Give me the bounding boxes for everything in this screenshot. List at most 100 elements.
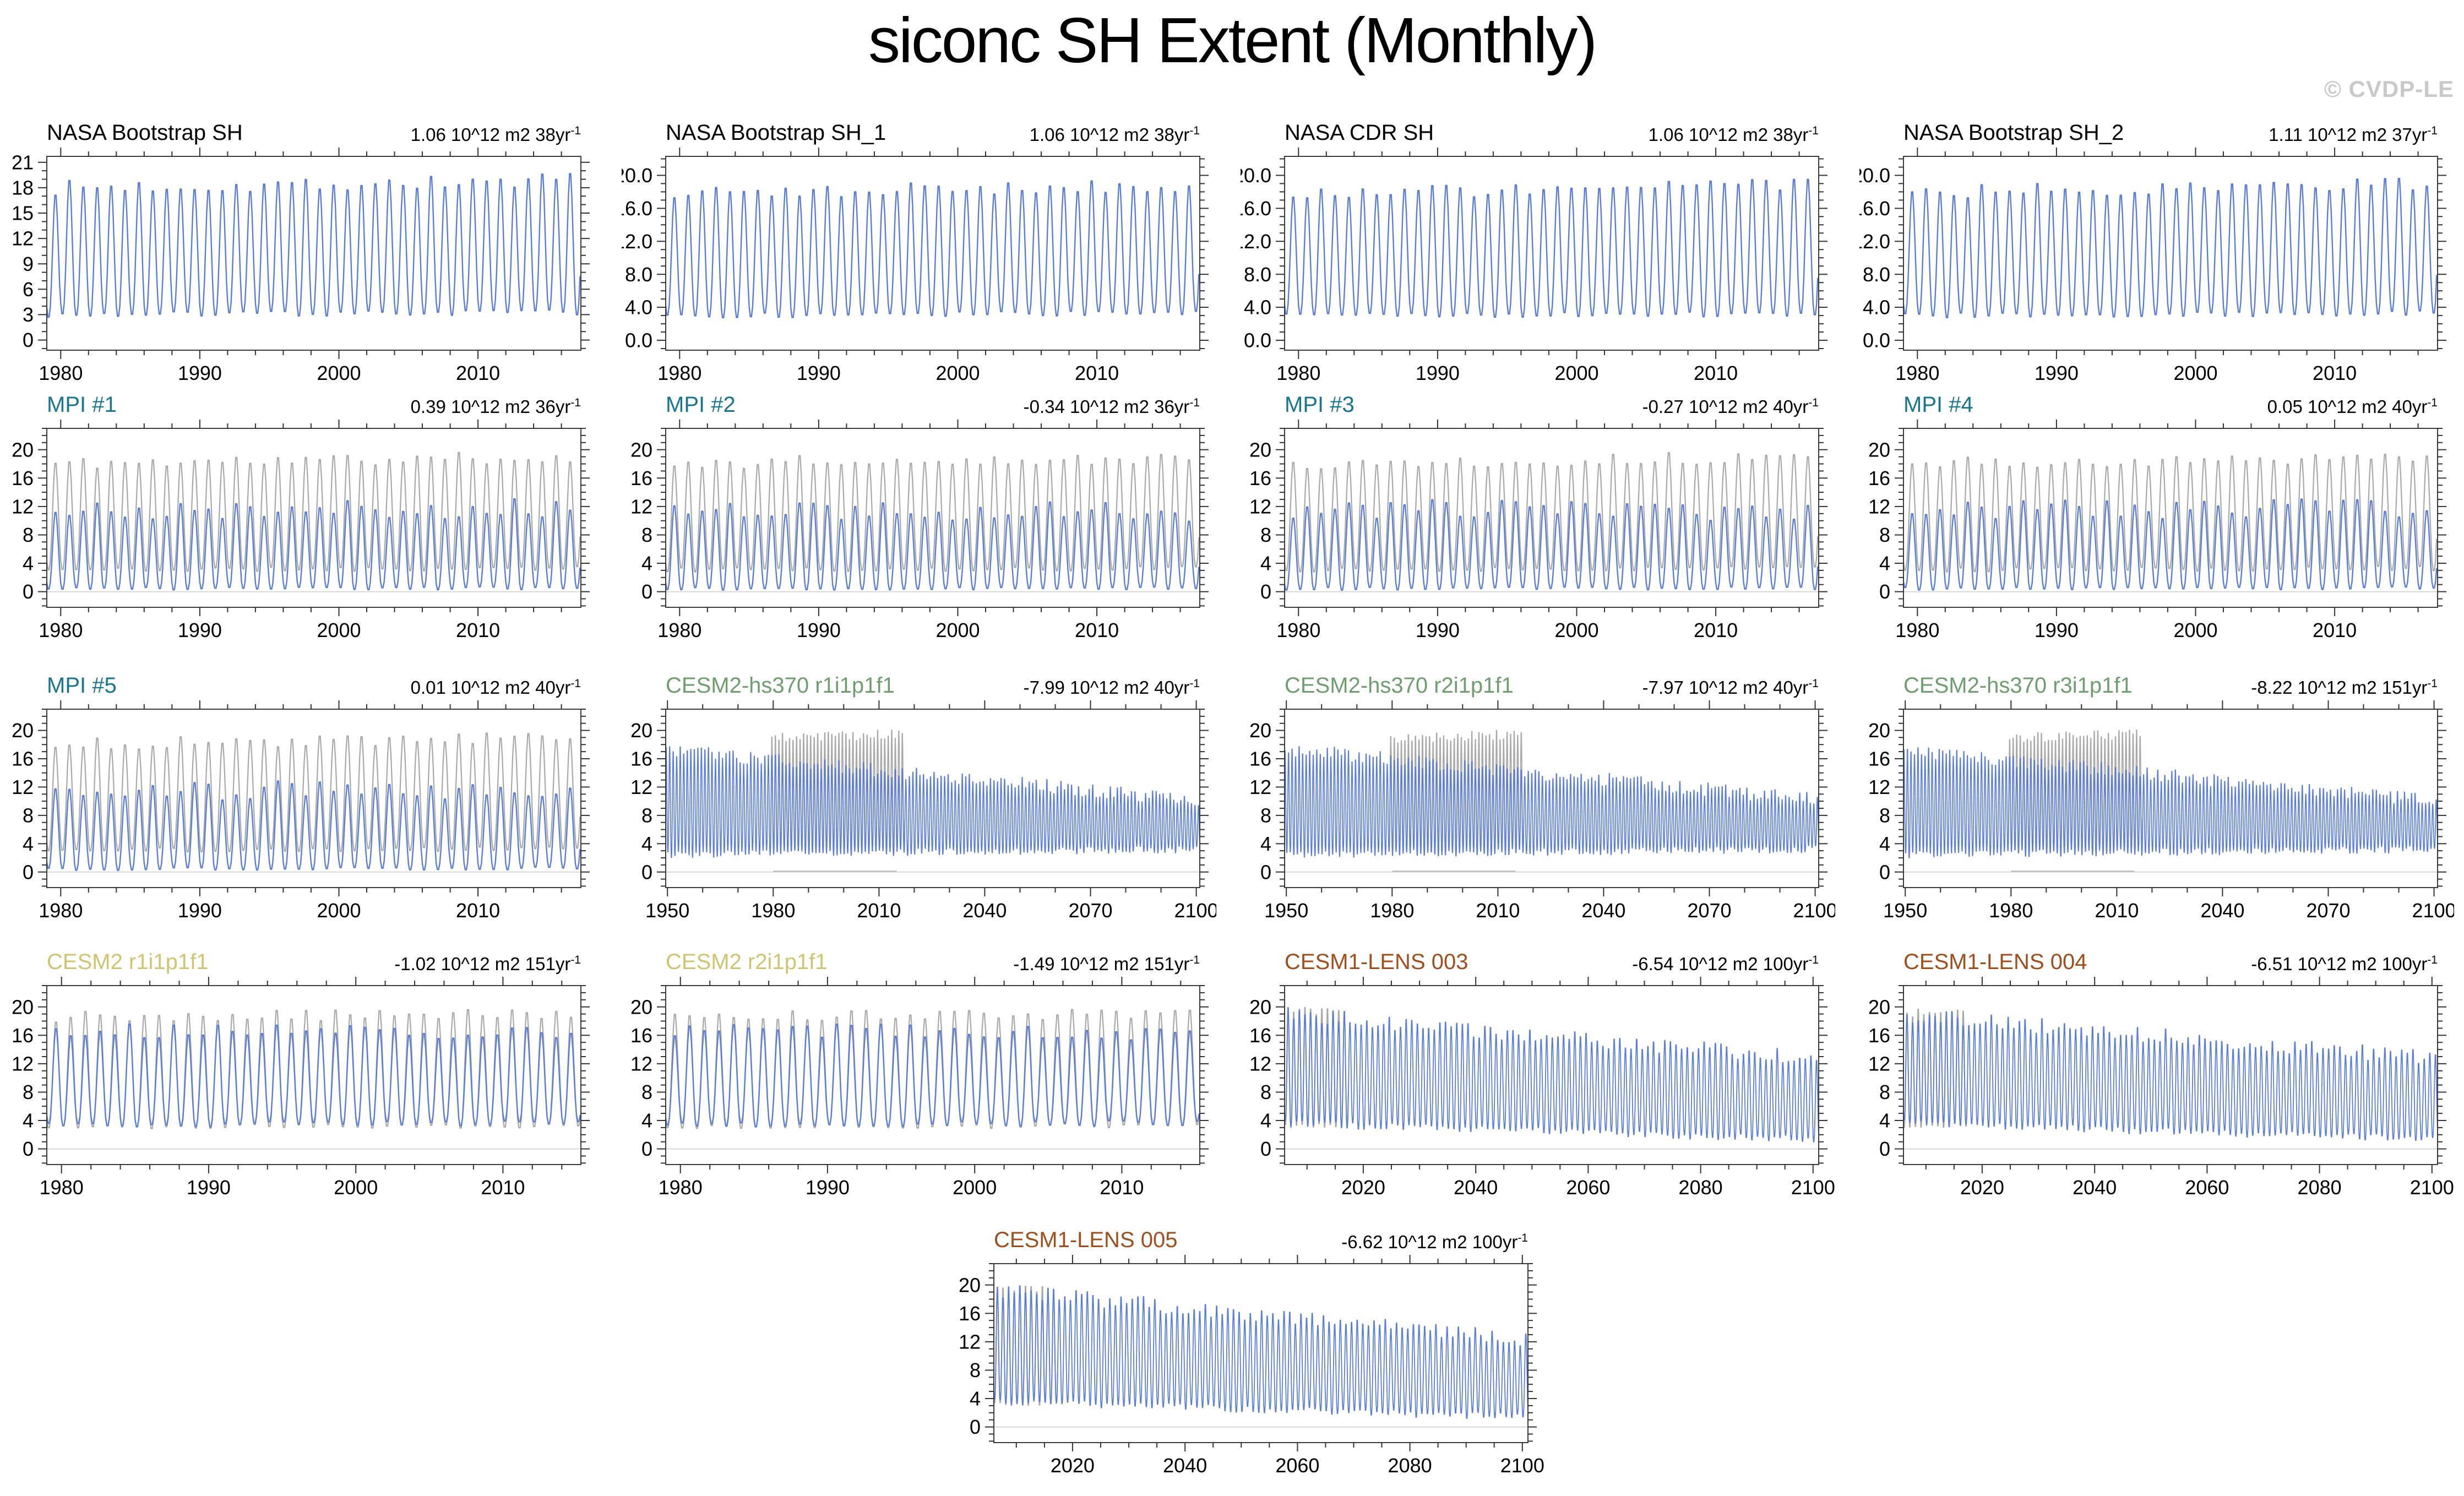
panel-title: MPI #3 — [1285, 393, 1355, 417]
panel-trend: 1.11 10^12 m2 37yr-1 — [2269, 124, 2438, 145]
y-tick-label: 0 — [970, 1416, 981, 1438]
panel-header: NASA Bootstrap SH_2 1.11 10^12 m2 37yr-1 — [1859, 110, 2454, 148]
panel-trend-value: 1.11 10^12 m2 37yr — [2269, 124, 2428, 145]
watermark-cvdp-le: © CVDP-LE — [2324, 76, 2454, 102]
panel-trend: -8.22 10^12 m2 151yr-1 — [2251, 677, 2438, 698]
x-tick-label: 2010 — [2095, 899, 2139, 922]
y-tick-label: 16 — [1249, 467, 1271, 489]
y-tick-label: 8 — [641, 524, 652, 546]
y-tick-label: 4 — [1260, 1109, 1271, 1132]
panel-trend-exponent: -1 — [1189, 396, 1200, 409]
panel-plot-area: 0 4 8 12 16 20 1980 1990 2000 2010 — [622, 420, 1216, 643]
x-tick-label: 2010 — [2313, 362, 2357, 384]
series-line — [1283, 178, 1819, 318]
panel-trend: 0.39 10^12 m2 36yr-1 — [411, 396, 581, 417]
y-tick-label: 4 — [641, 1109, 652, 1132]
panel-plot-area: 0.0 4.0 8.0 12.0 16.0 20.0 1980 1990 2000 2010 — [1241, 148, 1835, 385]
y-tick-label: 0.0 — [625, 329, 652, 352]
panel-plot-area: 0 4 8 12 16 20 1980 1990 2000 2010 — [3, 977, 597, 1200]
panel-title: NASA Bootstrap SH_2 — [1903, 121, 2124, 145]
panel-header: NASA Bootstrap SH_1 1.06 10^12 m2 38yr-1 — [622, 110, 1216, 148]
y-tick-label: 4 — [641, 833, 652, 855]
y-tick-label: 4.0 — [1244, 296, 1271, 319]
series-line — [1902, 453, 2438, 573]
x-tick-label: 1980 — [657, 362, 701, 384]
panel-trend-value: -0.34 10^12 m2 36yr — [1023, 396, 1190, 417]
panel-chart: 0 4 8 12 16 20 1980 1990 2000 2010 — [630, 977, 1209, 1199]
panel-trend-value: -6.62 10^12 m2 100yr — [1341, 1232, 1518, 1252]
x-tick-label: 2060 — [1566, 1176, 1610, 1199]
chart-panel: NASA CDR SH 1.06 10^12 m2 38yr-1 0.0 4.0 8… — [1241, 110, 1835, 385]
panel-chart: 0 4 8 12 16 20 1980 1990 2000 2010 — [630, 420, 1209, 641]
panel-title: NASA Bootstrap SH — [47, 121, 243, 145]
x-tick-label: 2000 — [953, 1176, 997, 1199]
panel-trend-value: 1.06 10^12 m2 38yr — [1648, 124, 1809, 145]
panel-header: NASA Bootstrap SH 1.06 10^12 m2 38yr-1 — [3, 110, 597, 148]
y-tick-label: 20 — [630, 995, 652, 1018]
panel-chart: 0 4 8 12 16 20 1980 1990 2000 2010 — [1868, 420, 2446, 641]
panel-title: NASA CDR SH — [1285, 121, 1434, 145]
y-tick-label: 0.0 — [1863, 329, 1890, 352]
panel-trend: -1.49 10^12 m2 151yr-1 — [1013, 954, 1200, 975]
chart-panel: CESM2-hs370 r1i1p1f1 -7.99 10^12 m2 40yr… — [622, 663, 1216, 923]
panel-chart: 0 4 8 12 16 20 1950 1980 2010 2040 2070 2100 — [1868, 700, 2454, 922]
x-tick-label: 2010 — [1694, 619, 1738, 641]
y-tick-label: 4 — [23, 833, 34, 855]
panel-trend: -0.27 10^12 m2 40yr-1 — [1642, 396, 1819, 417]
series-line — [46, 173, 581, 318]
panel-trend-value: -1.49 10^12 m2 151yr — [1013, 954, 1190, 974]
x-tick-label: 1980 — [751, 899, 795, 922]
panel-trend-exponent: -1 — [570, 124, 581, 137]
x-tick-label: 2100 — [1791, 1176, 1835, 1199]
panel-trend: -6.54 10^12 m2 100yr-1 — [1632, 954, 1819, 975]
series-line — [1903, 747, 2438, 858]
panel-plot-area: 0 4 8 12 16 20 1980 1990 2000 2010 — [3, 420, 597, 643]
panel-plot-area: 0 3 6 9 12 15 18 21 1980 1990 2000 2010 — [3, 148, 597, 385]
x-tick-label: 1980 — [39, 619, 83, 641]
panel-plot-area: 0.0 4.0 8.0 12.0 16.0 20.0 1980 1990 2000 2010 — [622, 148, 1216, 385]
x-tick-label: 2000 — [2173, 619, 2217, 641]
y-tick-label: 12 — [12, 1053, 34, 1075]
x-tick-label: 1950 — [645, 899, 689, 922]
panel-trend-value: -7.99 10^12 m2 40yr — [1023, 677, 1190, 698]
panel-header: MPI #2 -0.34 10^12 m2 36yr-1 — [622, 382, 1216, 420]
panel-trend-value: 1.06 10^12 m2 38yr — [1029, 124, 1190, 145]
panel-trend-exponent: -1 — [1189, 677, 1200, 690]
panel-chart: 0 4 8 12 16 20 1980 1990 2000 2010 — [12, 977, 590, 1199]
panel-trend: -7.97 10^12 m2 40yr-1 — [1642, 677, 1819, 698]
y-tick-label: 20 — [630, 719, 652, 742]
y-tick-label: 20 — [1249, 719, 1271, 742]
y-tick-label: 12 — [1249, 496, 1271, 518]
y-tick-label: 16 — [12, 1024, 34, 1047]
y-tick-label: 20 — [1868, 719, 1890, 742]
panel-header: MPI #5 0.01 10^12 m2 40yr-1 — [3, 663, 597, 700]
chart-panel: NASA Bootstrap SH_2 1.11 10^12 m2 37yr-1… — [1859, 110, 2454, 385]
y-tick-label: 18 — [12, 177, 34, 199]
y-tick-label: 20 — [1249, 438, 1271, 461]
panel-trend: -1.02 10^12 m2 151yr-1 — [394, 954, 581, 975]
x-tick-label: 2100 — [1174, 899, 1216, 922]
x-tick-label: 2100 — [1500, 1454, 1544, 1477]
panel-trend-exponent: -1 — [570, 677, 581, 690]
x-tick-label: 1990 — [178, 619, 222, 641]
panel-trend-value: -8.22 10^12 m2 151yr — [2251, 677, 2428, 698]
panel-title: CESM2-hs370 r2i1p1f1 — [1285, 673, 1514, 698]
y-tick-label: 16.0 — [1859, 197, 1890, 220]
chart-panel: CESM2-hs370 r2i1p1f1 -7.97 10^12 m2 40yr… — [1241, 663, 1835, 923]
x-tick-label: 1980 — [1276, 619, 1320, 641]
panel-title: CESM1-LENS 003 — [1285, 950, 1468, 974]
x-tick-label: 1950 — [1264, 899, 1308, 922]
y-tick-label: 20 — [1868, 438, 1890, 461]
chart-panel: CESM1-LENS 004 -6.51 10^12 m2 100yr-1 0 4… — [1859, 939, 2454, 1200]
y-tick-label: 4 — [641, 552, 652, 575]
x-tick-label: 1950 — [1883, 899, 1927, 922]
panel-trend-exponent: -1 — [1517, 1232, 1528, 1244]
y-tick-label: 12 — [630, 1053, 652, 1075]
panel-trend-exponent: -1 — [1808, 124, 1819, 137]
series-line — [993, 1285, 1529, 1419]
panel-trend-exponent: -1 — [1808, 954, 1819, 966]
x-tick-label: 2000 — [935, 362, 980, 384]
panel-trend: -7.99 10^12 m2 40yr-1 — [1024, 677, 1200, 698]
panel-trend-exponent: -1 — [1808, 396, 1819, 409]
panel-trend: -6.62 10^12 m2 100yr-1 — [1341, 1232, 1528, 1253]
